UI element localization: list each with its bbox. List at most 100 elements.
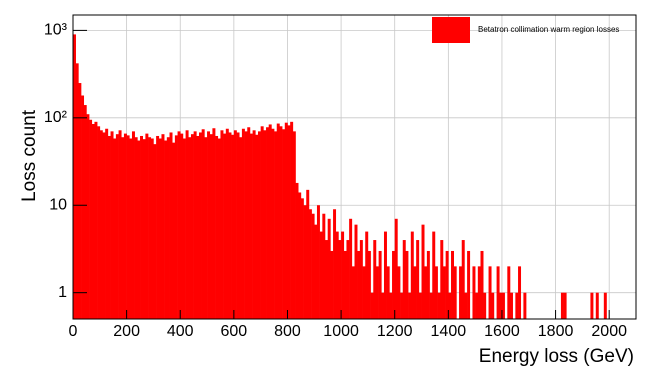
x-tick-label: 1800 bbox=[538, 323, 574, 340]
bar bbox=[212, 128, 216, 319]
bar bbox=[386, 266, 390, 319]
bar bbox=[223, 133, 227, 319]
bar bbox=[351, 266, 355, 319]
bar bbox=[145, 133, 149, 319]
bar bbox=[335, 231, 339, 319]
bar bbox=[402, 240, 406, 319]
bar bbox=[365, 231, 369, 319]
bar bbox=[118, 130, 122, 319]
bar bbox=[148, 137, 152, 319]
bar bbox=[279, 126, 283, 319]
bar bbox=[239, 137, 243, 319]
bar bbox=[381, 292, 385, 319]
bar bbox=[306, 189, 310, 319]
bar bbox=[137, 140, 141, 319]
bar bbox=[330, 250, 334, 319]
bar bbox=[311, 213, 315, 319]
bar bbox=[477, 266, 481, 319]
bar bbox=[488, 266, 492, 319]
bar bbox=[499, 292, 503, 319]
bar bbox=[150, 138, 154, 319]
bar bbox=[394, 218, 398, 319]
bar bbox=[367, 250, 371, 319]
bar bbox=[247, 127, 251, 319]
bar bbox=[437, 292, 441, 319]
bar bbox=[338, 240, 342, 319]
bar bbox=[161, 134, 165, 319]
bar bbox=[375, 266, 379, 319]
bar bbox=[196, 135, 200, 319]
bar bbox=[416, 240, 420, 319]
bar bbox=[215, 135, 219, 319]
bar bbox=[140, 135, 144, 319]
bar bbox=[472, 266, 476, 319]
bar bbox=[182, 138, 186, 319]
x-tick-label: 0 bbox=[69, 323, 78, 340]
bar bbox=[131, 131, 135, 319]
bar bbox=[126, 135, 130, 319]
bar bbox=[81, 95, 85, 319]
bar bbox=[177, 131, 181, 319]
bar bbox=[434, 266, 438, 319]
x-tick-label: 1600 bbox=[484, 323, 520, 340]
bar bbox=[303, 205, 307, 319]
x-tick-label: 1400 bbox=[431, 323, 467, 340]
bar bbox=[451, 250, 454, 319]
legend-label: Betatron collimation warm region losses bbox=[478, 25, 619, 34]
bar bbox=[515, 292, 519, 319]
bar bbox=[362, 266, 366, 319]
bar bbox=[193, 131, 197, 319]
bar bbox=[115, 134, 119, 319]
x-axis-title: Energy loss (GeV) bbox=[479, 346, 634, 367]
bar bbox=[190, 134, 194, 319]
bar bbox=[134, 137, 138, 319]
bar bbox=[174, 135, 178, 319]
x-tick-label: 800 bbox=[274, 323, 301, 340]
bar bbox=[284, 122, 288, 319]
bar bbox=[180, 133, 184, 319]
x-tick-label: 2000 bbox=[591, 323, 627, 340]
bar bbox=[392, 250, 396, 319]
bar bbox=[418, 292, 422, 319]
bar bbox=[483, 292, 487, 319]
bar bbox=[467, 250, 471, 319]
bar bbox=[603, 292, 607, 319]
y-tick-label: 10 bbox=[49, 196, 67, 213]
bar bbox=[523, 292, 527, 319]
bar bbox=[327, 218, 331, 319]
bar bbox=[156, 135, 160, 319]
bar bbox=[560, 292, 564, 319]
bar bbox=[440, 240, 444, 319]
bar bbox=[228, 132, 232, 319]
bar bbox=[389, 292, 393, 319]
bar bbox=[102, 132, 106, 319]
bar bbox=[518, 266, 522, 319]
bar bbox=[316, 205, 320, 319]
x-tick-label: 1200 bbox=[377, 323, 413, 340]
bar bbox=[274, 131, 278, 319]
bar bbox=[188, 137, 192, 319]
bar bbox=[421, 224, 425, 319]
bar bbox=[89, 119, 93, 319]
bar bbox=[199, 132, 202, 319]
bar bbox=[257, 131, 261, 319]
bar bbox=[507, 266, 511, 319]
bar bbox=[185, 130, 189, 319]
bar bbox=[480, 250, 484, 319]
bar bbox=[271, 128, 275, 319]
bar bbox=[75, 63, 79, 319]
bar bbox=[268, 124, 272, 320]
bar bbox=[241, 128, 245, 319]
bar bbox=[158, 138, 162, 319]
bar bbox=[107, 135, 111, 319]
bar bbox=[220, 130, 224, 319]
bar bbox=[445, 250, 449, 319]
bar bbox=[110, 131, 114, 319]
bar bbox=[314, 224, 318, 319]
bar bbox=[491, 292, 495, 319]
bar bbox=[276, 123, 280, 319]
axes: 0 200 400 600 800 1000 1200 1400 1600 1800 2000 1 10… bbox=[44, 22, 627, 341]
bar bbox=[166, 137, 170, 319]
bar bbox=[249, 133, 253, 319]
bar bbox=[204, 137, 208, 319]
